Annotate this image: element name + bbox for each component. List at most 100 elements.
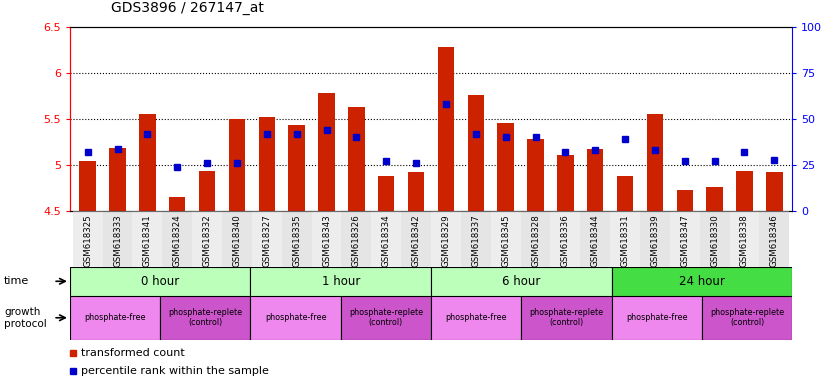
Bar — [259, 117, 275, 211]
Bar — [319, 93, 335, 211]
Text: GSM618347: GSM618347 — [681, 214, 690, 267]
Text: GSM618330: GSM618330 — [710, 214, 719, 267]
Bar — [192, 211, 222, 267]
Text: GSM618325: GSM618325 — [83, 214, 92, 267]
Text: GDS3896 / 267147_at: GDS3896 / 267147_at — [111, 2, 264, 15]
Bar — [229, 119, 245, 211]
Text: transformed count: transformed count — [81, 348, 185, 358]
Bar — [640, 211, 670, 267]
Bar — [438, 47, 454, 211]
Bar — [610, 211, 640, 267]
Text: phosphate-free: phosphate-free — [85, 313, 145, 322]
Bar — [312, 211, 342, 267]
Text: GSM618333: GSM618333 — [113, 214, 122, 267]
Bar — [677, 190, 693, 211]
Bar — [348, 107, 365, 211]
Text: phosphate-free: phosphate-free — [446, 313, 507, 322]
Text: growth
protocol: growth protocol — [4, 307, 47, 329]
Bar — [647, 114, 663, 211]
Bar — [80, 161, 96, 211]
Bar — [736, 170, 753, 211]
Bar — [252, 211, 282, 267]
Bar — [612, 296, 702, 340]
Text: GSM618343: GSM618343 — [322, 214, 331, 267]
Text: GSM618336: GSM618336 — [561, 214, 570, 267]
Text: GSM618332: GSM618332 — [203, 214, 212, 267]
Bar — [342, 211, 371, 267]
Bar — [431, 211, 461, 267]
Bar — [132, 211, 163, 267]
Text: phosphate-replete
(control): phosphate-replete (control) — [349, 308, 423, 328]
Bar — [250, 296, 341, 340]
Bar — [461, 211, 491, 267]
Bar — [371, 211, 401, 267]
Bar — [702, 296, 792, 340]
Bar — [73, 211, 103, 267]
Bar — [140, 114, 156, 211]
Bar — [169, 197, 186, 211]
Text: GSM618342: GSM618342 — [411, 214, 420, 267]
Bar — [670, 211, 699, 267]
Text: 1 hour: 1 hour — [322, 275, 360, 288]
Text: GSM618345: GSM618345 — [501, 214, 510, 267]
Text: GSM618331: GSM618331 — [621, 214, 630, 267]
Bar — [431, 296, 521, 340]
Bar — [70, 296, 160, 340]
Bar — [766, 172, 782, 211]
Text: GSM618337: GSM618337 — [471, 214, 480, 267]
Bar — [199, 170, 215, 211]
Bar — [706, 187, 722, 211]
Text: 0 hour: 0 hour — [141, 275, 179, 288]
Bar — [401, 211, 431, 267]
Text: GSM618327: GSM618327 — [263, 214, 271, 267]
Bar — [587, 149, 603, 211]
Bar — [103, 211, 132, 267]
Bar — [163, 211, 192, 267]
Bar — [759, 211, 789, 267]
Text: time: time — [4, 276, 30, 286]
Text: phosphate-replete
(control): phosphate-replete (control) — [530, 308, 603, 328]
Text: percentile rank within the sample: percentile rank within the sample — [81, 366, 269, 376]
Bar — [498, 123, 514, 211]
Bar — [730, 211, 759, 267]
Bar — [282, 211, 312, 267]
Text: 24 hour: 24 hour — [679, 275, 725, 288]
Text: GSM618326: GSM618326 — [352, 214, 361, 267]
Text: 6 hour: 6 hour — [502, 275, 540, 288]
Bar — [491, 211, 521, 267]
Bar — [550, 211, 580, 267]
Text: GSM618328: GSM618328 — [531, 214, 540, 267]
Bar — [288, 124, 305, 211]
Bar — [617, 176, 633, 211]
Text: GSM618340: GSM618340 — [232, 214, 241, 267]
Bar — [378, 176, 394, 211]
Bar — [699, 211, 730, 267]
Bar — [527, 139, 544, 211]
Text: GSM618335: GSM618335 — [292, 214, 301, 267]
Text: GSM618329: GSM618329 — [442, 214, 451, 266]
Bar — [521, 296, 612, 340]
Bar — [250, 267, 431, 296]
Bar — [70, 267, 250, 296]
Bar — [468, 95, 484, 211]
Text: GSM618334: GSM618334 — [382, 214, 391, 267]
Text: phosphate-replete
(control): phosphate-replete (control) — [168, 308, 242, 328]
Bar — [521, 211, 550, 267]
Text: phosphate-free: phosphate-free — [626, 313, 687, 322]
Bar — [408, 172, 424, 211]
Bar — [160, 296, 250, 340]
Bar — [612, 267, 792, 296]
Text: GSM618344: GSM618344 — [591, 214, 599, 267]
Text: phosphate-replete
(control): phosphate-replete (control) — [710, 308, 784, 328]
Bar — [580, 211, 610, 267]
Text: GSM618346: GSM618346 — [770, 214, 779, 267]
Bar — [222, 211, 252, 267]
Text: phosphate-free: phosphate-free — [265, 313, 326, 322]
Text: GSM618324: GSM618324 — [172, 214, 181, 267]
Bar — [431, 267, 612, 296]
Bar — [341, 296, 431, 340]
Bar — [557, 155, 574, 211]
Text: GSM618339: GSM618339 — [650, 214, 659, 266]
Text: GSM618341: GSM618341 — [143, 214, 152, 267]
Bar — [109, 147, 126, 211]
